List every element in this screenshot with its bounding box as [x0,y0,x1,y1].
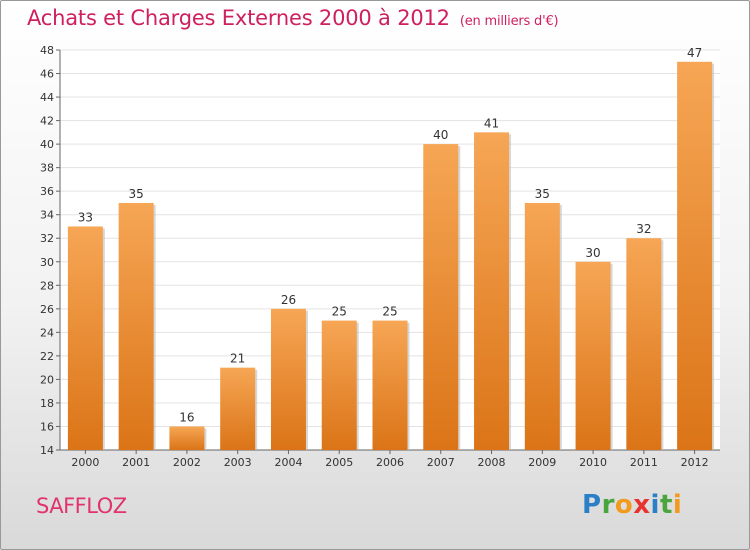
x-tick-label: 2011 [630,456,658,469]
y-tick-label: 32 [40,232,54,245]
bar-value-label: 32 [636,222,651,236]
y-tick-label: 46 [40,68,54,81]
logo-letter: i [650,490,660,520]
x-tick-label: 2006 [376,456,404,469]
bar [677,61,713,450]
x-tick-label: 2010 [579,456,607,469]
y-tick-label: 14 [40,444,54,457]
chart-title: Achats et Charges Externes 2000 à 2012 (e… [27,6,559,30]
chart-subtitle: (en milliers d'€) [459,14,559,29]
bar-value-label: 30 [585,246,600,260]
proxiti-logo: Proxiti [582,490,682,520]
y-tick-label: 42 [40,115,54,128]
x-tick-label: 2009 [528,456,556,469]
y-tick-label: 20 [40,373,54,386]
y-tick-label: 28 [40,279,54,292]
y-tick-label: 18 [40,397,54,410]
bar [372,320,408,450]
y-tick-label: 36 [40,185,54,198]
y-tick-label: 34 [40,209,54,222]
logo-letter: x [633,490,651,520]
logo-letter: r [601,490,615,520]
bar [321,320,357,450]
x-tick-label: 2003 [224,456,252,469]
y-tick-label: 48 [40,44,54,57]
bar-value-label: 25 [382,305,397,319]
chart-title-text: Achats et Charges Externes 2000 à 2012 [27,6,450,30]
logo-letter: i [672,490,683,520]
y-tick-label: 24 [40,326,54,339]
bar-value-label: 33 [78,210,93,224]
bar [575,261,611,450]
y-tick-label: 26 [40,303,54,316]
logo-letter: P [582,490,602,520]
y-tick-label: 40 [40,138,54,151]
bar-value-label: 47 [687,46,702,60]
x-tick-label: 2008 [478,456,506,469]
y-tick-label: 22 [40,350,54,363]
bar [524,202,560,450]
x-tick-label: 2002 [173,456,201,469]
bar-value-label: 35 [535,187,550,201]
bar-value-label: 41 [484,116,499,130]
bar [67,226,103,450]
bar-value-label: 25 [332,305,347,319]
bar [423,144,459,450]
bar [169,426,205,450]
logo-letter: t [659,490,673,520]
bar [626,238,662,450]
bar-value-label: 21 [230,352,245,366]
bar [270,308,306,450]
y-tick-label: 30 [40,256,54,269]
bar [220,367,256,450]
commune-name: SAFFLOZ [36,494,127,518]
x-tick-label: 2001 [122,456,150,469]
logo-letter: o [614,490,634,520]
y-tick-label: 44 [40,91,54,104]
x-tick-label: 2012 [681,456,709,469]
bar-value-label: 26 [281,293,296,307]
y-tick-label: 38 [40,162,54,175]
bar-value-label: 35 [129,187,144,201]
x-tick-label: 2004 [274,456,302,469]
bar [118,202,154,450]
bar-value-label: 16 [179,410,194,424]
x-tick-label: 2007 [427,456,455,469]
x-tick-label: 2005 [325,456,353,469]
bar-value-label: 40 [433,128,448,142]
bar [474,132,510,450]
y-tick-label: 16 [40,420,54,433]
x-tick-label: 2000 [71,456,99,469]
